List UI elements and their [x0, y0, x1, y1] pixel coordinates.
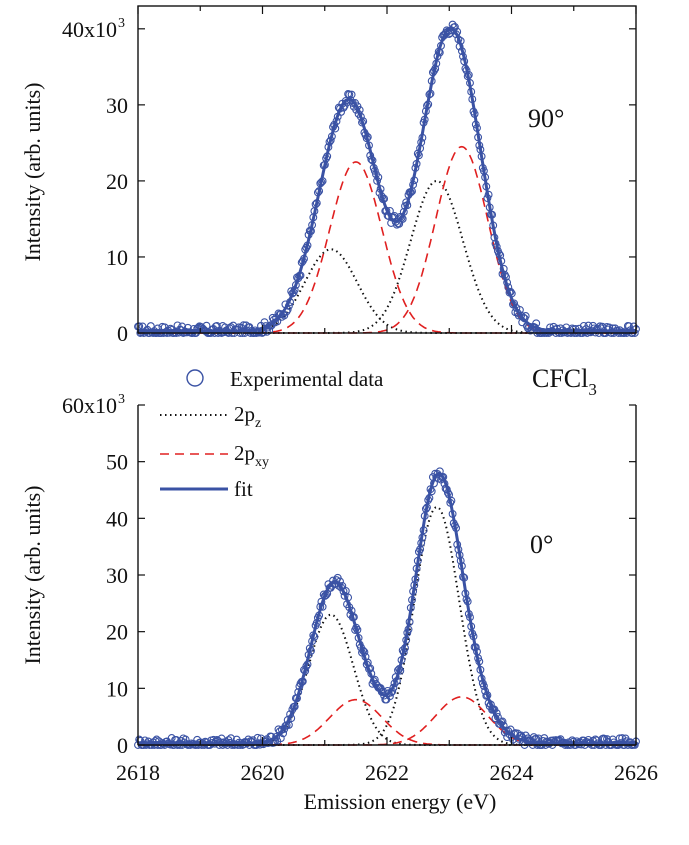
y-tick-label: 50 [106, 450, 128, 475]
x-tick-label: 2622 [365, 760, 409, 785]
data-point [260, 318, 269, 327]
x-axis-title: Emission energy (eV) [304, 789, 497, 814]
molecule-label: CFCl3 [532, 364, 597, 399]
y-tick-exponent: 3 [118, 392, 125, 407]
y-tick-label: 60x10 [62, 393, 117, 418]
legend-2pz-main: 2p [234, 402, 255, 426]
molecule-main: CFCl [532, 364, 588, 393]
legend-label-2pz: 2pz [234, 402, 261, 431]
data-point [347, 90, 356, 99]
y-tick-label: 30 [106, 563, 128, 588]
y-axis-title: Intensity (arb. units) [20, 485, 45, 664]
y-tick-label: 40x10 [62, 17, 117, 42]
legend: Experimental data 2pz 2pxy fit [160, 367, 384, 501]
legend-label-2pxy: 2pxy [234, 441, 269, 470]
y-tick-label: 20 [106, 169, 128, 194]
data-point [262, 327, 271, 336]
x-tick-label: 2618 [116, 760, 160, 785]
panel-90deg: Intensity (arb. units) 90° 0 10 20 30 40x10 3 [20, 5, 640, 346]
series-2pz-line [138, 248, 636, 334]
legend-label-fit: fit [234, 477, 253, 501]
series-2pz-line [138, 505, 636, 746]
data-point [202, 321, 211, 330]
panel-annotation: 90° [528, 104, 564, 133]
y-tick-exponent: 3 [118, 16, 125, 31]
series-2pxy-line [138, 145, 636, 334]
panel-0deg: Intensity (arb. units) 0° 0 10 20 30 40 50 60x… [20, 392, 658, 785]
y-tick-label: 10 [106, 245, 128, 270]
panel-annotation: 0° [530, 530, 553, 559]
series-2pz-line [138, 613, 636, 746]
y-tick-label: 0 [117, 321, 128, 346]
legend-2pxy-main: 2p [234, 441, 255, 465]
x-tick-label: 2626 [614, 760, 658, 785]
data-point [341, 96, 350, 105]
x-tick-label: 2624 [490, 760, 534, 785]
plot-frame [137, 5, 637, 334]
data-point [529, 733, 538, 742]
data-point [272, 732, 281, 741]
series-2pz-line [138, 179, 636, 334]
y-tick-label: 40 [106, 506, 128, 531]
legend-marker-experimental [186, 369, 204, 387]
legend-label-experimental: Experimental data [230, 367, 384, 391]
series-fit-line [138, 26, 636, 333]
y-tick-label: 30 [106, 93, 128, 118]
legend-2pxy-sub: xy [255, 455, 269, 470]
series-fit-line [138, 471, 636, 746]
y-tick-label: 20 [106, 620, 128, 645]
molecule-subscript: 3 [588, 380, 597, 399]
y-axis-title: Intensity (arb. units) [20, 82, 45, 261]
y-tick-label: 10 [106, 676, 128, 701]
data-point [276, 734, 285, 743]
x-tick-label: 2620 [241, 760, 285, 785]
series-2pxy-line [138, 161, 636, 334]
legend-2pz-sub: z [255, 416, 261, 431]
data-point [615, 734, 624, 743]
data-point [253, 733, 262, 742]
y-tick-label: 0 [117, 733, 128, 758]
